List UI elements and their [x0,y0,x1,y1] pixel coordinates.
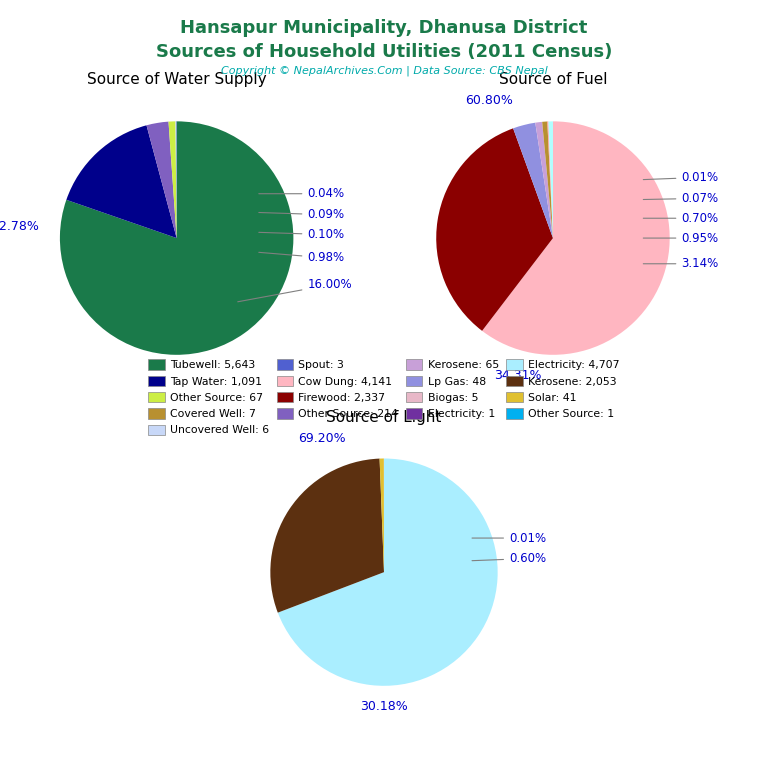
Text: 16.00%: 16.00% [238,278,352,302]
Wedge shape [548,121,553,238]
Text: 0.70%: 0.70% [644,212,719,225]
Wedge shape [66,125,177,238]
Text: 0.07%: 0.07% [644,192,719,205]
Wedge shape [278,458,498,686]
Wedge shape [548,121,553,238]
Text: Hansapur Municipality, Dhanusa District
Sources of Household Utilities (2011 Cen: Hansapur Municipality, Dhanusa District … [156,19,612,61]
Text: 0.04%: 0.04% [259,187,345,200]
Text: Copyright © NepalArchives.Com | Data Source: CBS Nepal: Copyright © NepalArchives.Com | Data Sou… [220,65,548,76]
Legend: Tubewell: 5,643, Tap Water: 1,091, Other Source: 67, Covered Well: 7, Uncovered : Tubewell: 5,643, Tap Water: 1,091, Other… [148,359,620,435]
Text: 0.60%: 0.60% [472,552,546,565]
Wedge shape [176,121,177,238]
Text: 0.01%: 0.01% [644,170,719,184]
Wedge shape [60,121,293,355]
Text: 0.10%: 0.10% [259,228,345,241]
Text: 30.18%: 30.18% [360,700,408,713]
Wedge shape [482,121,670,355]
Text: 0.95%: 0.95% [644,232,719,244]
Title: Source of Light: Source of Light [326,410,442,425]
Text: 82.78%: 82.78% [0,220,39,233]
Text: 3.14%: 3.14% [644,257,719,270]
Text: 34.31%: 34.31% [494,369,541,382]
Wedge shape [379,458,384,572]
Wedge shape [436,128,553,331]
Title: Source of Fuel: Source of Fuel [498,72,607,87]
Wedge shape [147,121,177,238]
Wedge shape [270,458,384,613]
Text: 0.98%: 0.98% [259,251,345,264]
Text: 69.20%: 69.20% [298,432,346,445]
Text: 0.01%: 0.01% [472,531,546,545]
Wedge shape [542,121,553,238]
Title: Source of Water Supply: Source of Water Supply [87,72,266,87]
Wedge shape [168,121,177,238]
Wedge shape [513,123,553,238]
Text: 60.80%: 60.80% [465,94,513,107]
Wedge shape [548,121,553,238]
Text: 0.09%: 0.09% [259,208,345,221]
Wedge shape [535,122,553,238]
